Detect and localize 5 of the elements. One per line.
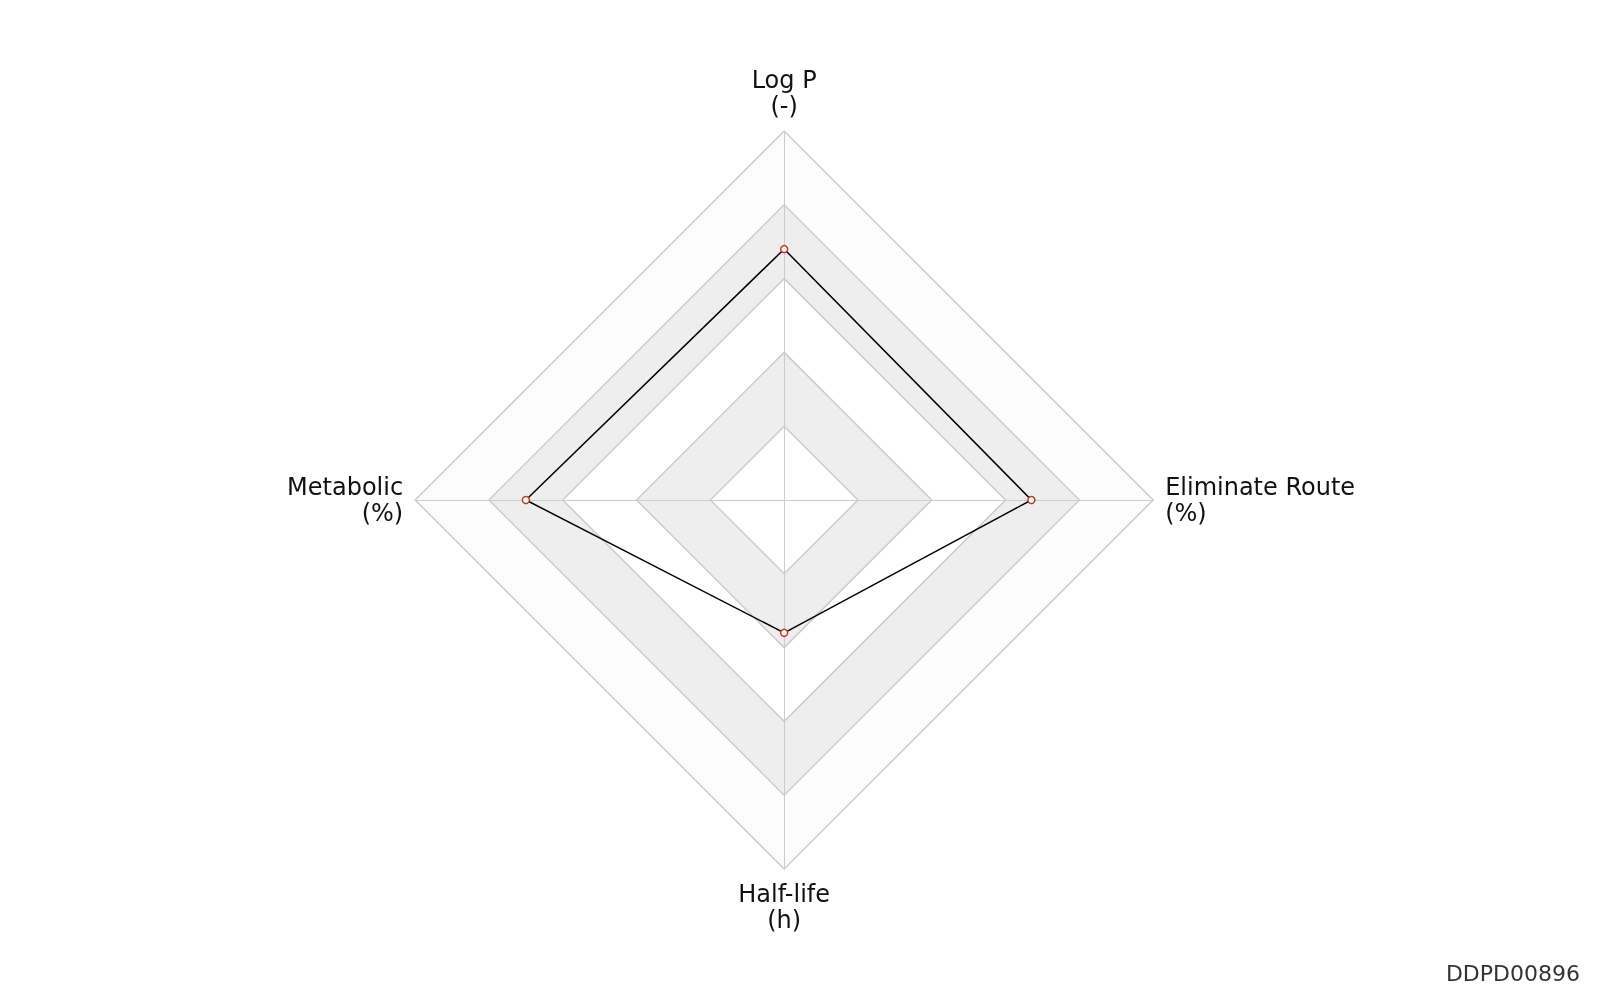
spoke-label: Metabolic (%) [287,473,404,527]
spoke-label: Eliminate Route (%) [1165,473,1356,527]
spoke-label: Log P (-) [751,66,817,120]
spoke-label: Half-life (h) [738,880,831,934]
text: DDPD00896 [1445,960,1580,986]
